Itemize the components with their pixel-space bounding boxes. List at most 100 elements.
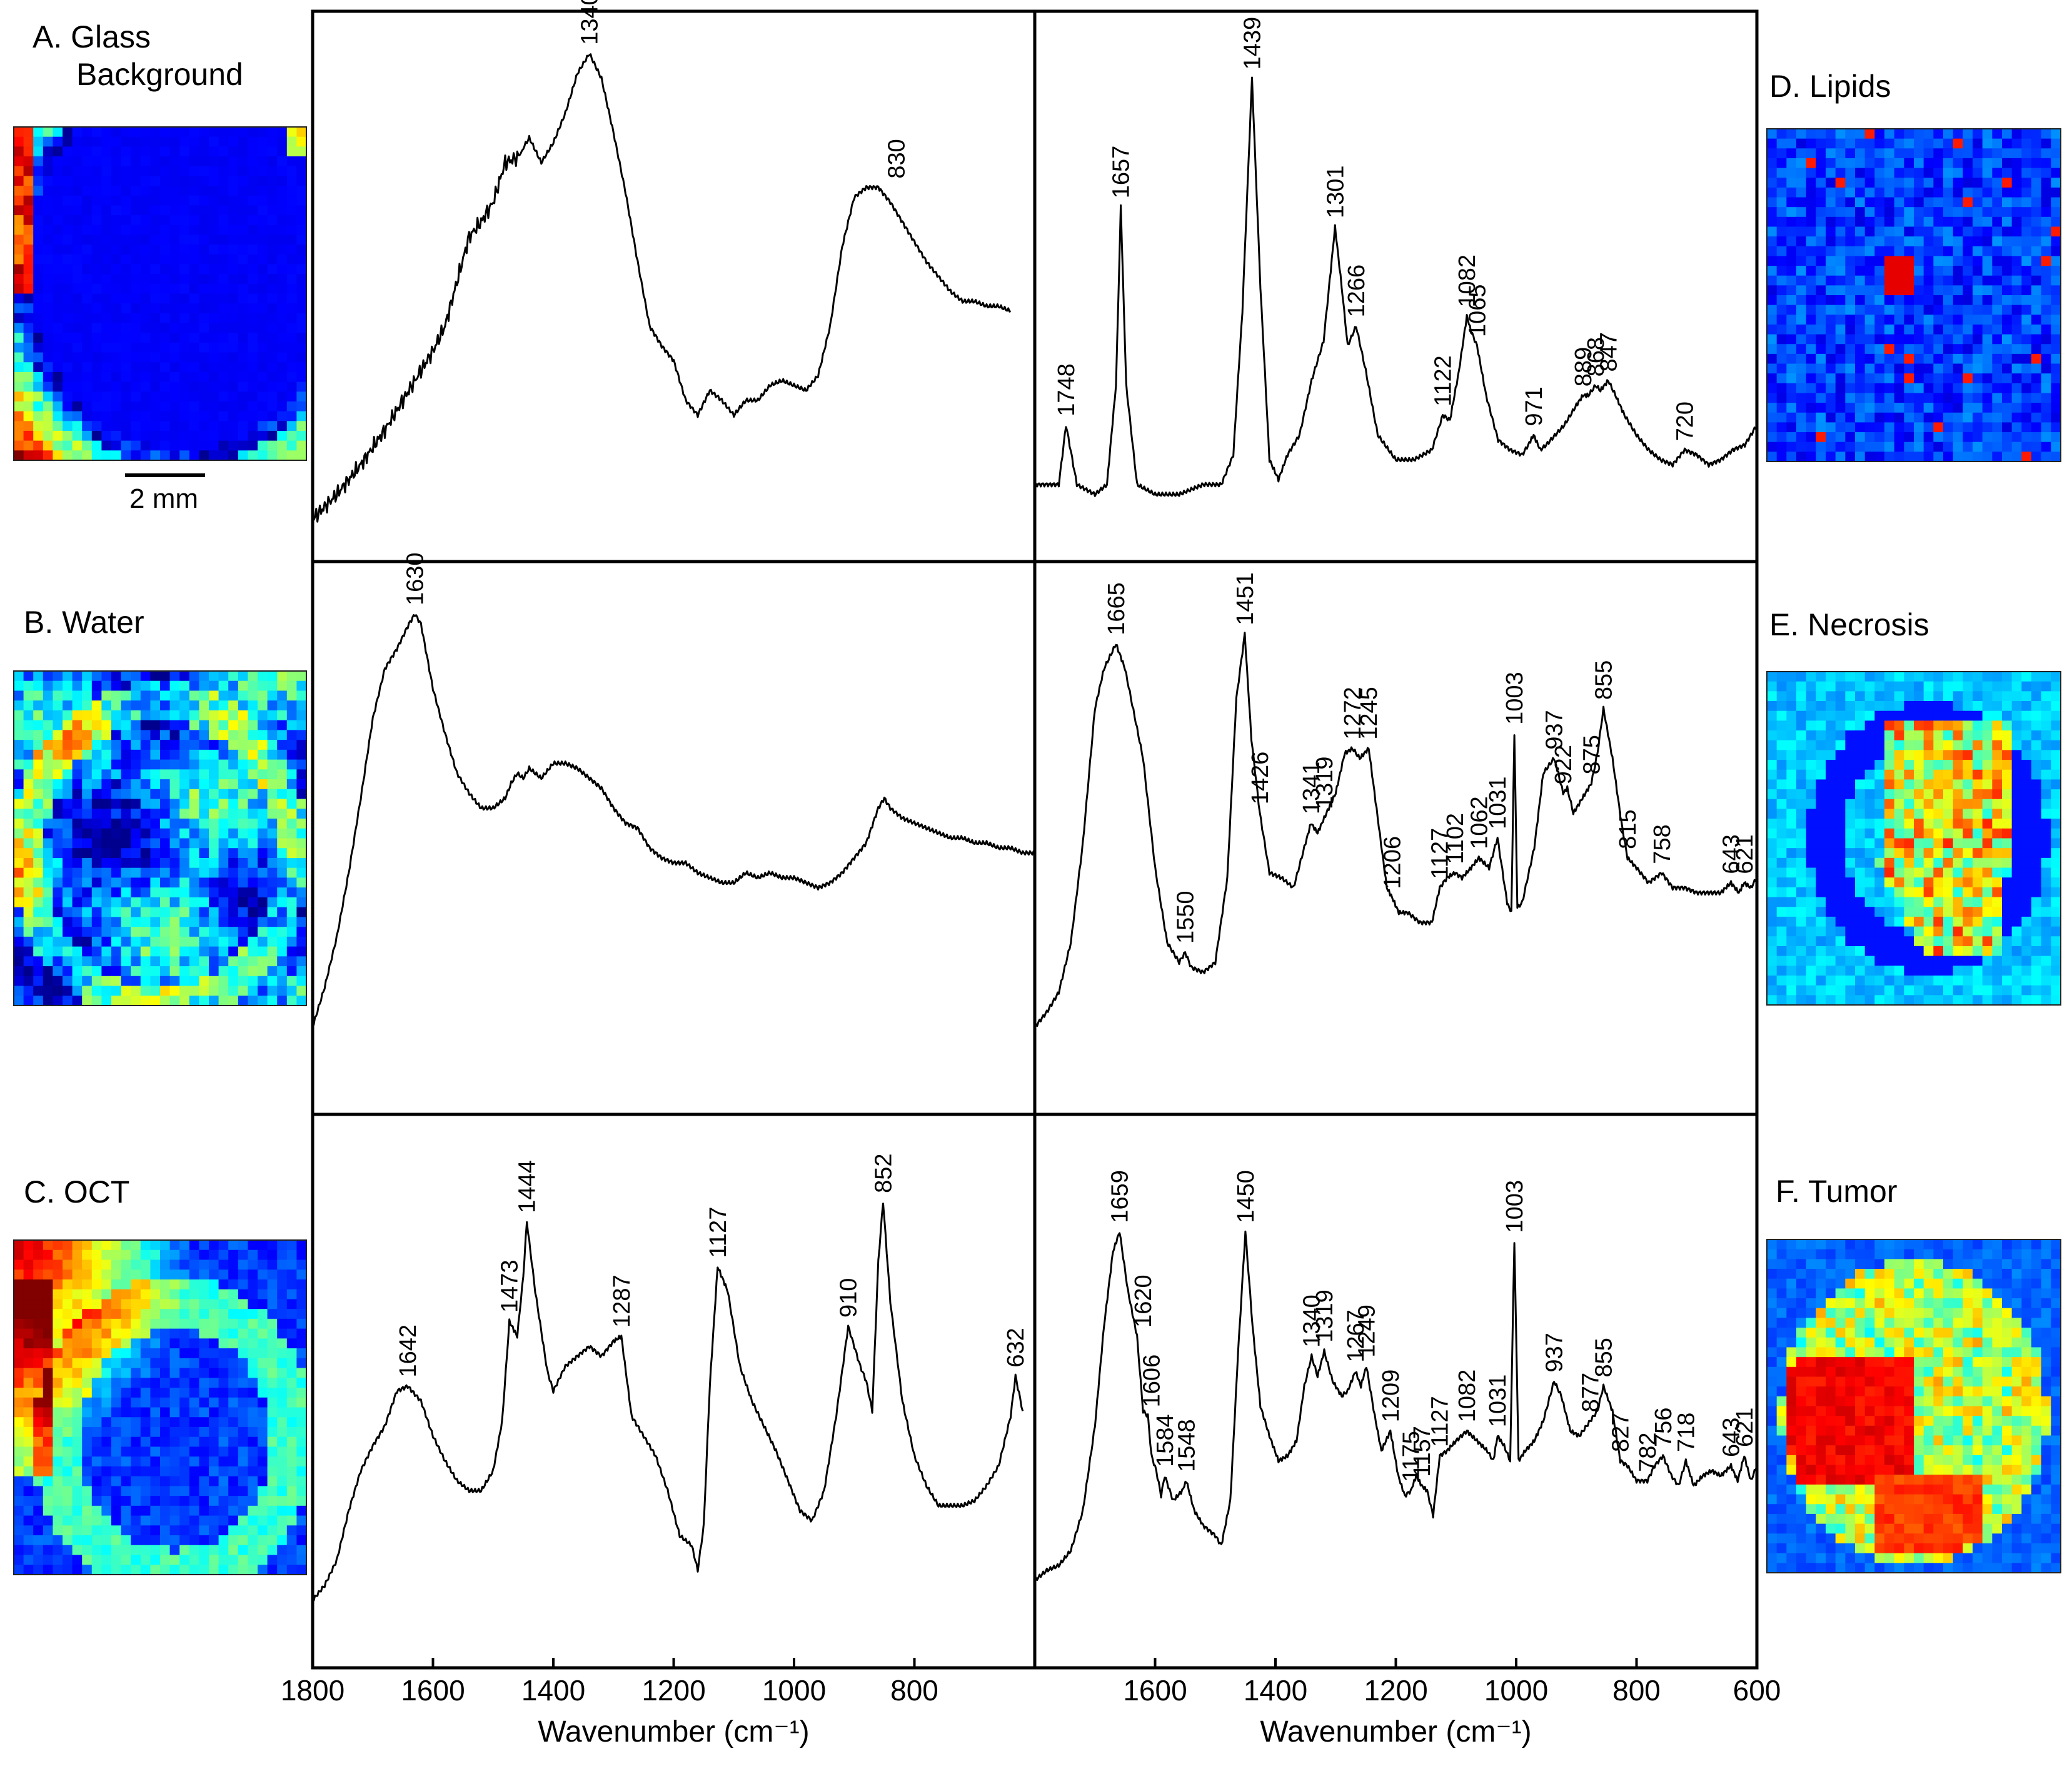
- map-pixel: [53, 264, 63, 275]
- map-pixel: [258, 769, 268, 780]
- map-pixel: [23, 956, 34, 967]
- map-pixel: [23, 996, 34, 1006]
- map-pixel: [169, 421, 180, 431]
- map-pixel: [258, 1545, 268, 1556]
- map-pixel: [169, 1496, 180, 1506]
- map-pixel: [286, 690, 297, 701]
- map-pixel: [1884, 897, 1895, 907]
- map-pixel: [1806, 740, 1816, 751]
- map-pixel: [23, 411, 34, 421]
- map-pixel: [131, 440, 141, 451]
- map-pixel: [228, 1309, 239, 1319]
- map-pixel: [248, 156, 258, 167]
- map-pixel: [82, 1249, 93, 1261]
- map-pixel: [53, 1259, 63, 1270]
- map-pixel: [160, 720, 171, 731]
- map-pixel: [209, 700, 219, 711]
- map-pixel: [1874, 710, 1885, 721]
- map-pixel: [248, 411, 258, 421]
- map-pixel: [33, 1338, 44, 1349]
- map-pixel: [2031, 353, 2042, 365]
- map-pixel: [140, 759, 151, 770]
- map-pixel: [91, 127, 102, 138]
- map-pixel: [169, 946, 180, 957]
- map-pixel: [131, 690, 141, 701]
- map-pixel: [14, 352, 24, 363]
- map-pixel: [1933, 324, 1944, 335]
- map-pixel: [1786, 828, 1797, 839]
- map-pixel: [1894, 828, 1904, 839]
- map-pixel: [2021, 216, 2032, 228]
- map-pixel: [91, 1388, 102, 1398]
- map-pixel: [1806, 897, 1816, 907]
- map-pixel: [209, 1555, 219, 1565]
- map-pixel: [1943, 867, 1954, 878]
- map-pixel: [267, 342, 278, 353]
- map-pixel: [53, 749, 63, 760]
- map-pixel: [111, 352, 122, 363]
- map-pixel: [63, 333, 73, 343]
- map-pixel: [1914, 750, 1924, 760]
- map-pixel: [14, 680, 24, 692]
- map-pixel: [1914, 226, 1924, 237]
- map-pixel: [2041, 838, 2051, 849]
- map-pixel: [199, 759, 209, 770]
- map-pixel: [1923, 295, 1934, 306]
- map-pixel: [258, 946, 268, 957]
- map-pixel: [33, 789, 44, 800]
- map-pixel: [131, 720, 141, 731]
- map-pixel: [2002, 681, 2013, 692]
- map-pixel: [160, 166, 171, 176]
- map-pixel: [33, 1269, 44, 1280]
- map-pixel: [2002, 926, 2013, 937]
- map-pixel: [189, 946, 199, 957]
- map-pixel: [140, 976, 151, 987]
- map-pixel: [1776, 422, 1787, 433]
- map-pixel: [2011, 672, 2022, 682]
- map-pixel: [1845, 266, 1856, 276]
- map-pixel: [101, 235, 112, 245]
- map-pixel: [121, 1535, 131, 1546]
- map-pixel: [2011, 779, 2022, 790]
- map-pixel: [160, 205, 171, 216]
- map-pixel: [238, 1407, 248, 1418]
- map-pixel: [2002, 819, 2013, 829]
- map-pixel: [2041, 710, 2051, 721]
- map-pixel: [1973, 315, 1983, 325]
- map-pixel: [169, 293, 180, 304]
- map-pixel: [218, 897, 229, 908]
- map-pixel: [1953, 760, 1963, 770]
- map-pixel: [267, 1515, 278, 1526]
- map-pixel: [2002, 138, 2013, 149]
- map-pixel: [121, 1348, 131, 1359]
- map-pixel: [1894, 857, 1904, 869]
- map-pixel: [1786, 789, 1797, 800]
- map-pixel: [33, 127, 44, 138]
- map-pixel: [1904, 197, 1914, 208]
- map-pixel: [23, 1309, 34, 1319]
- map-pixel: [1786, 730, 1797, 741]
- map-pixel: [82, 867, 93, 879]
- map-pixel: [111, 1545, 122, 1556]
- map-pixel: [1904, 672, 1914, 682]
- map-pixel: [14, 946, 24, 957]
- map-pixel: [1982, 946, 1993, 957]
- map-pixel: [2021, 158, 2032, 169]
- map-pixel: [1884, 857, 1895, 869]
- map-pixel: [1845, 936, 1856, 947]
- map-pixel: [131, 976, 141, 987]
- map-pixel: [169, 1565, 180, 1575]
- map-pixel: [258, 1249, 268, 1261]
- map-pixel: [1982, 216, 1993, 228]
- map-pixel: [53, 342, 63, 353]
- map-pixel: [53, 362, 63, 373]
- map-pixel: [72, 176, 83, 186]
- map-pixel: [2031, 681, 2042, 692]
- map-pixel: [14, 789, 24, 800]
- map-pixel: [218, 1456, 229, 1467]
- map-pixel: [209, 848, 219, 859]
- map-pixel: [101, 1328, 112, 1339]
- map-pixel: [169, 1505, 180, 1516]
- map-pixel: [1914, 877, 1924, 888]
- map-pixel: [296, 205, 307, 216]
